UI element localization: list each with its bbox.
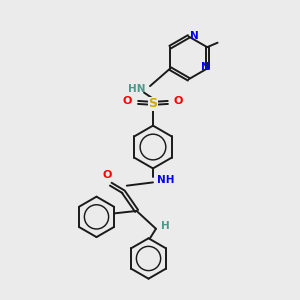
Text: HN: HN: [128, 84, 146, 94]
Text: H: H: [161, 221, 170, 231]
Text: N: N: [190, 32, 199, 41]
Text: O: O: [123, 96, 132, 106]
Text: S: S: [148, 98, 158, 110]
Text: O: O: [174, 96, 183, 106]
Text: NH: NH: [157, 175, 174, 185]
Text: N: N: [201, 62, 210, 72]
Text: O: O: [102, 170, 112, 180]
